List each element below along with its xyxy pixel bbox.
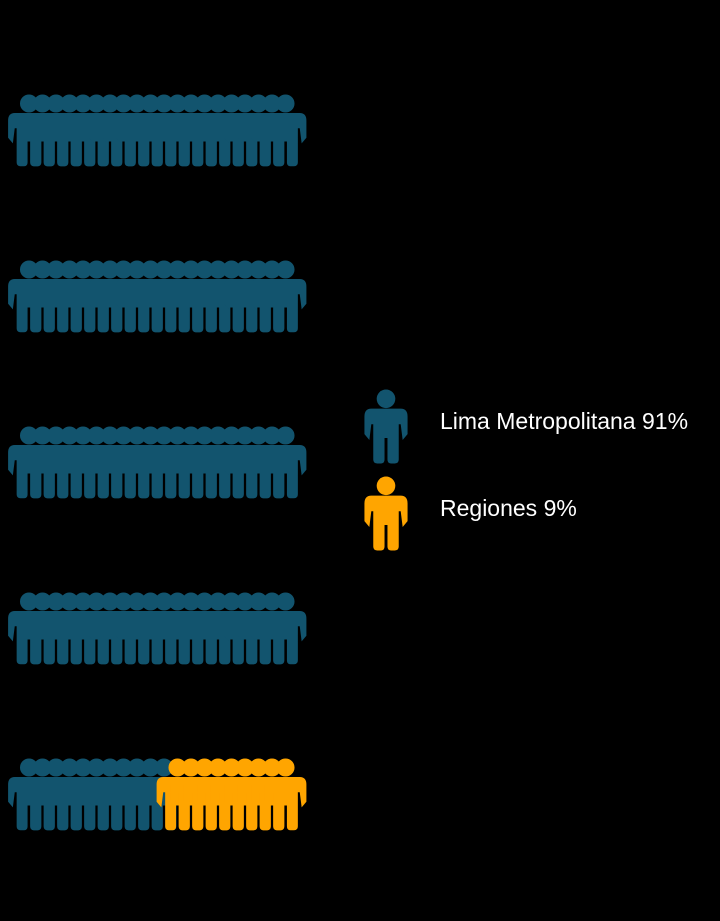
person-icon-lima (264, 260, 307, 333)
person-icon-lima (264, 94, 307, 167)
person-icon-lima (264, 426, 307, 499)
legend (364, 389, 408, 551)
pictogram-icons (8, 94, 307, 831)
person-icon-lima (264, 592, 307, 665)
legend-label-lima: Lima Metropolitana 91% (440, 408, 689, 434)
legend-label-regiones: Regiones 9% (440, 495, 577, 521)
person-icon-regiones (264, 758, 307, 831)
legend-person-icon-0 (364, 389, 408, 464)
legend-person-icon-1 (364, 476, 408, 551)
